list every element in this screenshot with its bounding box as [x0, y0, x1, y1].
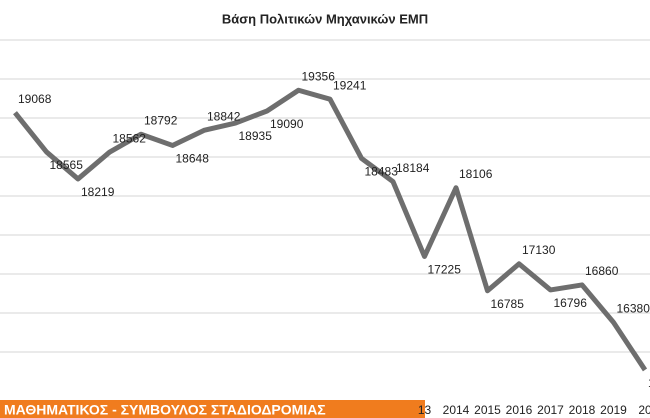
data-label: 18935	[239, 129, 273, 143]
data-label: 15770	[648, 376, 650, 390]
data-label: 18184	[396, 161, 430, 175]
data-label: 16785	[491, 297, 525, 311]
x-tick-label: 2016	[506, 403, 533, 417]
data-label: 17225	[428, 263, 462, 277]
x-tick-label: 2018	[569, 403, 596, 417]
x-tick-label: 2017	[537, 403, 564, 417]
x-tick-label: 13	[418, 403, 432, 417]
data-label: 16796	[554, 296, 588, 310]
data-label: 18565	[50, 158, 84, 172]
data-label: 18562	[113, 131, 147, 145]
data-label: 18792	[144, 113, 178, 127]
data-label: 18106	[459, 167, 493, 181]
data-label: 16860	[585, 264, 619, 278]
data-label: 18483	[365, 164, 399, 178]
data-label: 18648	[176, 152, 210, 166]
x-tick-label: 20	[638, 403, 650, 417]
x-tick-label: 2019	[600, 403, 627, 417]
data-label: 17130	[522, 243, 556, 257]
data-label: 16380	[617, 302, 650, 316]
x-tick-label: 2014	[443, 403, 470, 417]
x-tick-label: 2015	[474, 403, 501, 417]
data-label: 18842	[207, 109, 241, 123]
data-label: 19356	[302, 69, 336, 83]
data-label: 19090	[270, 117, 304, 131]
data-label: 19068	[18, 92, 52, 106]
chart-title: Βάση Πολιτικών Μηχανικών ΕΜΠ	[222, 11, 428, 26]
data-label: 18219	[81, 185, 115, 199]
banner	[0, 400, 425, 418]
banner-text: ΜΑΘΗΜΑΤΙΚΟΣ - ΣΥΜΒΟΥΛΟΣ ΣΤΑΔΙΟΔΡΟΜΙΑΣ	[4, 402, 326, 418]
line-series	[13, 87, 648, 372]
data-label: 19241	[333, 78, 367, 92]
